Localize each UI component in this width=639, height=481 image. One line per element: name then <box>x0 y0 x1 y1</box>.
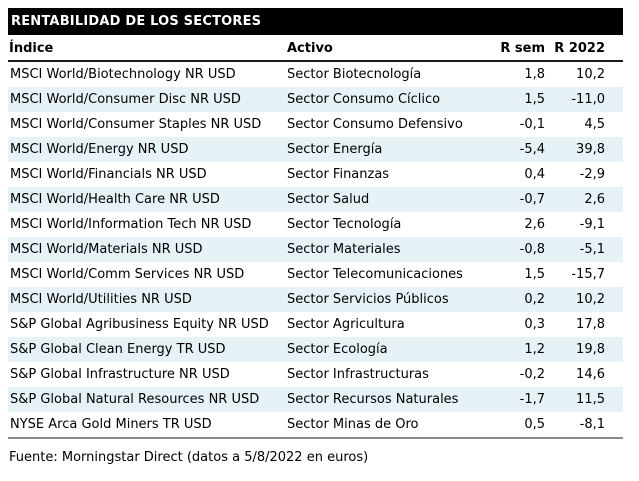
row-r-2022: 10,2 <box>576 67 605 82</box>
row-activo: Sector Ecología <box>287 342 388 357</box>
column-header-r-2022: R 2022 <box>554 41 605 56</box>
row-r-sem: -1,7 <box>519 392 545 407</box>
row-r-sem: -0,7 <box>519 192 545 207</box>
row-r-2022: 14,6 <box>576 367 605 382</box>
table-title-bar: RENTABILIDAD DE LOS SECTORES <box>8 8 623 35</box>
row-r-2022: 17,8 <box>576 317 605 332</box>
row-activo: Sector Materiales <box>287 242 401 257</box>
row-r-sem: -0,1 <box>519 117 545 132</box>
row-indice: S&P Global Clean Energy TR USD <box>10 342 226 357</box>
source-note: Fuente: Morningstar Direct (datos a 5/8/… <box>9 450 369 465</box>
row-activo: Sector Finanzas <box>287 167 390 182</box>
row-r-2022: 11,5 <box>576 392 605 407</box>
row-activo: Sector Minas de Oro <box>287 417 419 432</box>
row-indice: MSCI World/Consumer Staples NR USD <box>10 117 262 132</box>
row-indice: MSCI World/Comm Services NR USD <box>10 267 245 282</box>
row-r-2022: 10,2 <box>576 292 605 307</box>
row-r-sem: -5,4 <box>519 142 545 157</box>
row-r-2022: 39,8 <box>576 142 605 157</box>
table-header-row: Índice Activo R sem R 2022 <box>8 35 623 62</box>
row-activo: Sector Consumo Cíclico <box>287 92 441 107</box>
table-row: MSCI World/Biotechnology NR USD Sector Bi… <box>8 62 623 87</box>
row-activo: Sector Tecnología <box>287 217 402 232</box>
table-title: RENTABILIDAD DE LOS SECTORES <box>11 14 262 29</box>
row-indice: MSCI World/Financials NR USD <box>10 167 207 182</box>
table-row: MSCI World/Health Care NR USD Sector Salu… <box>8 187 623 212</box>
row-indice: MSCI World/Biotechnology NR USD <box>10 67 236 82</box>
row-r-sem: 0,3 <box>524 317 545 332</box>
row-activo: Sector Agricultura <box>287 317 405 332</box>
row-indice: MSCI World/Health Care NR USD <box>10 192 220 207</box>
row-r-2022: 2,6 <box>584 192 605 207</box>
row-indice: MSCI World/Consumer Disc NR USD <box>10 92 241 107</box>
row-r-2022: -5,1 <box>579 242 605 257</box>
column-header-r-sem: R sem <box>500 41 545 56</box>
row-r-sem: 2,6 <box>524 217 545 232</box>
row-activo: Sector Telecomunicaciones <box>287 267 463 282</box>
row-r-sem: 1,5 <box>524 92 545 107</box>
row-r-2022: 4,5 <box>584 117 605 132</box>
column-header-indice: Índice <box>9 41 54 56</box>
row-r-2022: 19,8 <box>576 342 605 357</box>
table-row: MSCI World/Consumer Staples NR USD Sector… <box>8 112 623 137</box>
row-r-2022: -11,0 <box>571 92 605 107</box>
row-r-2022: -9,1 <box>579 217 605 232</box>
row-activo: Sector Consumo Defensivo <box>287 117 463 132</box>
table-body: MSCI World/Biotechnology NR USD Sector Bi… <box>8 62 623 439</box>
row-indice: MSCI World/Materials NR USD <box>10 242 203 257</box>
row-indice: NYSE Arca Gold Miners TR USD <box>10 417 212 432</box>
table-row: MSCI World/Materials NR USD Sector Materi… <box>8 237 623 262</box>
row-indice: MSCI World/Energy NR USD <box>10 142 189 157</box>
row-activo: Sector Energía <box>287 142 383 157</box>
row-r-sem: 0,2 <box>524 292 545 307</box>
row-r-sem: 1,8 <box>524 67 545 82</box>
table-row: S&P Global Clean Energy TR USD Sector Eco… <box>8 337 623 362</box>
row-r-sem: 1,2 <box>524 342 545 357</box>
sector-returns-table: RENTABILIDAD DE LOS SECTORES Índice Acti… <box>8 8 623 465</box>
row-r-sem: 1,5 <box>524 267 545 282</box>
row-r-2022: -8,1 <box>579 417 605 432</box>
row-indice: S&P Global Agribusiness Equity NR USD <box>10 317 269 332</box>
row-indice: MSCI World/Information Tech NR USD <box>10 217 252 232</box>
row-activo: Sector Recursos Naturales <box>287 392 459 407</box>
table-row: MSCI World/Comm Services NR USD Sector Te… <box>8 262 623 287</box>
row-r-2022: -15,7 <box>571 267 605 282</box>
row-r-sem: -0,2 <box>519 367 545 382</box>
column-header-activo: Activo <box>287 41 333 56</box>
table-row: S&P Global Agribusiness Equity NR USD Sec… <box>8 312 623 337</box>
row-activo: Sector Salud <box>287 192 370 207</box>
table-row: MSCI World/Consumer Disc NR USD Sector Co… <box>8 87 623 112</box>
table-row: S&P Global Natural Resources NR USD Secto… <box>8 387 623 412</box>
row-indice: S&P Global Infrastructure NR USD <box>10 367 230 382</box>
row-activo: Sector Servicios Públicos <box>287 292 449 307</box>
row-r-sem: 0,4 <box>524 167 545 182</box>
table-row: MSCI World/Financials NR USD Sector Finan… <box>8 162 623 187</box>
row-activo: Sector Infrastructuras <box>287 367 429 382</box>
row-r-sem: -0,8 <box>519 242 545 257</box>
row-r-sem: 0,5 <box>524 417 545 432</box>
row-indice: MSCI World/Utilities NR USD <box>10 292 192 307</box>
table-row: NYSE Arca Gold Miners TR USD Sector Minas… <box>8 412 623 437</box>
table-row: MSCI World/Utilities NR USD Sector Servic… <box>8 287 623 312</box>
table-row: MSCI World/Information Tech NR USD Sector… <box>8 212 623 237</box>
row-indice: S&P Global Natural Resources NR USD <box>10 392 260 407</box>
row-r-2022: -2,9 <box>579 167 605 182</box>
row-activo: Sector Biotecnología <box>287 67 422 82</box>
table-row: S&P Global Infrastructure NR USD Sector I… <box>8 362 623 387</box>
table-row: MSCI World/Energy NR USD Sector Energía -5… <box>8 137 623 162</box>
